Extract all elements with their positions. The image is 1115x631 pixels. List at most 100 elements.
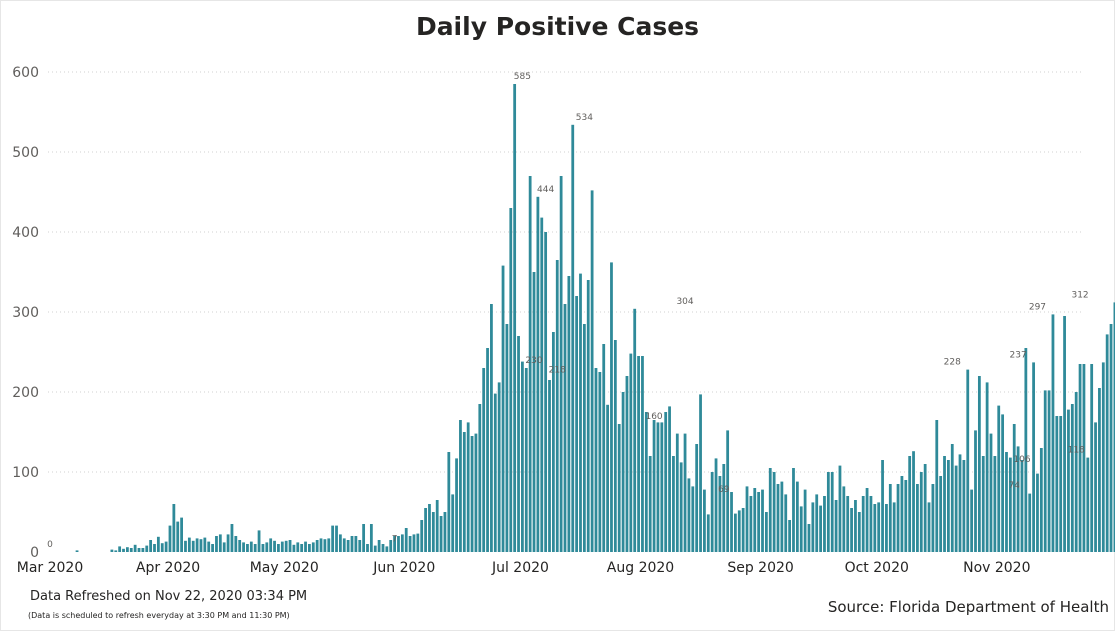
bar	[277, 544, 280, 552]
bar	[753, 488, 757, 552]
bar	[687, 478, 691, 552]
bar	[199, 539, 203, 552]
bar	[633, 308, 637, 552]
data-label: 534	[576, 113, 593, 123]
bar	[1113, 302, 1115, 552]
bar	[253, 544, 257, 552]
bar	[532, 272, 536, 552]
source-attribution: Source: Florida Department of Health	[827, 598, 1109, 616]
bar	[1005, 452, 1008, 552]
bar	[548, 380, 551, 552]
bar	[265, 542, 269, 552]
bar	[497, 382, 501, 552]
bar	[350, 536, 354, 552]
bar	[1082, 364, 1086, 552]
bar	[757, 492, 761, 552]
bar	[950, 444, 954, 552]
bar	[459, 420, 462, 552]
bar	[621, 392, 625, 552]
bar	[652, 420, 656, 552]
bar	[153, 544, 156, 552]
bar	[904, 480, 908, 552]
bar	[366, 544, 369, 552]
refresh-schedule-note: (Data is scheduled to refresh everyday a…	[28, 611, 290, 620]
bar	[327, 538, 331, 552]
bar	[466, 422, 470, 552]
bar	[892, 502, 896, 552]
bar	[1094, 422, 1097, 552]
data-label: 237	[1010, 350, 1027, 360]
bar	[1001, 414, 1005, 552]
bar	[517, 336, 520, 552]
bar	[699, 394, 702, 552]
bar	[133, 544, 137, 552]
bar	[703, 489, 706, 552]
bar	[160, 543, 164, 552]
bar	[1063, 316, 1066, 552]
bar	[505, 324, 509, 552]
bar	[908, 456, 912, 552]
bar	[207, 541, 211, 552]
bar	[1070, 404, 1074, 552]
bar	[288, 540, 292, 552]
bar	[695, 444, 699, 552]
bar	[865, 488, 869, 552]
bar	[261, 544, 265, 552]
bar	[815, 494, 819, 552]
y-tick-label: 300	[12, 305, 39, 321]
bar	[431, 512, 435, 552]
bar	[962, 460, 966, 552]
bar	[269, 538, 273, 552]
bar	[784, 494, 788, 552]
bar	[315, 540, 319, 552]
bar	[439, 516, 443, 552]
bar	[230, 524, 234, 552]
bar	[168, 525, 172, 552]
bar	[598, 372, 602, 552]
bar	[234, 536, 238, 552]
bar	[385, 546, 389, 552]
bar	[393, 536, 396, 552]
bar	[358, 540, 362, 552]
bar	[683, 433, 687, 552]
data-label: 218	[549, 366, 566, 376]
x-tick-label: Oct 2020	[845, 560, 909, 576]
x-tick-label: Mar 2020	[17, 560, 84, 576]
bar	[521, 361, 524, 552]
bar	[900, 476, 904, 552]
bar	[1012, 424, 1016, 552]
bar	[582, 324, 586, 552]
bar	[737, 510, 741, 552]
bar	[416, 533, 420, 552]
bar	[896, 484, 900, 552]
data-label: 297	[1029, 302, 1046, 312]
bar	[792, 468, 795, 552]
bar	[540, 217, 544, 552]
bar	[280, 541, 284, 552]
bar	[985, 382, 989, 552]
bar	[191, 540, 195, 552]
bar	[246, 544, 249, 552]
y-tick-label: 100	[12, 465, 39, 481]
bar	[718, 476, 722, 552]
bar	[156, 536, 160, 552]
bar	[141, 548, 145, 552]
data-labels-layer: 0 7 585 230 444 218 534 160 304 69 228 74 237 106 297 1…	[47, 72, 1089, 550]
bar	[1090, 364, 1094, 552]
y-tick-label: 0	[30, 545, 39, 561]
bar	[885, 504, 888, 552]
bar	[923, 464, 927, 552]
y-tick-label: 500	[12, 145, 39, 161]
bar	[1047, 390, 1051, 552]
x-tick-label: Nov 2020	[963, 560, 1030, 576]
bar	[118, 546, 122, 552]
x-tick-label: May 2020	[250, 560, 319, 576]
bar	[629, 353, 633, 552]
bar	[861, 496, 865, 552]
bar	[672, 456, 675, 552]
bar	[954, 465, 958, 552]
bar	[354, 536, 358, 552]
bar	[215, 536, 218, 552]
chart-title: Daily Positive Cases	[415, 12, 700, 41]
x-tick-label: Jun 2020	[372, 560, 435, 576]
